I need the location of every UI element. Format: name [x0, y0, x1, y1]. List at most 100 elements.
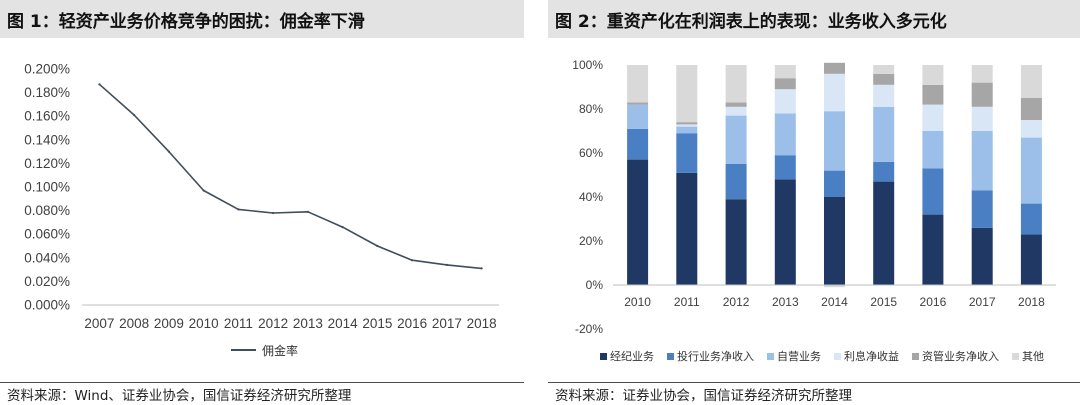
legend-item: 经纪业务 — [600, 348, 654, 364]
bar-segment — [725, 106, 747, 116]
bar-segment — [873, 181, 895, 285]
legend-label: 自营业务 — [777, 350, 821, 363]
bar-segment — [676, 124, 698, 127]
bar-segment — [774, 89, 796, 114]
bar-segment — [971, 190, 993, 228]
legend-label: 其他 — [1022, 350, 1044, 363]
x-tick-label: 2010 — [624, 295, 651, 309]
source-text: 资料来源：证券业协会，国信证券经济研究所整理 — [555, 388, 852, 404]
x-tick-label: 2016 — [920, 295, 947, 309]
data-point — [202, 189, 205, 192]
y-tick-label: 0.040% — [24, 250, 70, 265]
data-point — [341, 226, 344, 229]
commission-rate-line-chart: 0.000% 0.020% 0.040% 0.060% 0.080% 0.100% 0.12… — [24, 62, 499, 331]
y-tick-label: 0.200% — [24, 62, 70, 77]
y-tick-label: 0.060% — [24, 227, 70, 242]
bar-segment — [824, 73, 845, 112]
bar-segment — [971, 106, 993, 131]
bar-segment — [627, 65, 649, 103]
x-tick-label: 2013 — [293, 316, 323, 331]
data-point — [237, 208, 240, 211]
x-tick-label: 2017 — [432, 316, 462, 331]
x-tick-label: 2015 — [362, 316, 392, 331]
y-tick-label: 0.080% — [24, 203, 70, 218]
x-tick-label: 2013 — [772, 295, 799, 309]
bar-segment — [873, 73, 895, 85]
y-tick-label: -20% — [575, 322, 603, 336]
bar-segment — [824, 285, 845, 288]
y-tick-label: 60% — [579, 146, 603, 160]
bar-segment — [873, 65, 895, 74]
figure-source: 资料来源：证券业协会，国信证券经济研究所整理 — [548, 382, 1080, 405]
bar-segment — [922, 104, 944, 131]
legend-line-swatch — [231, 349, 256, 351]
source-text: 资料来源：Wind、证券业协会，国信证券经济研究所整理 — [7, 388, 352, 404]
x-tick-label: 2016 — [397, 316, 427, 331]
bar-segment — [627, 102, 649, 105]
x-tick-label: 2017 — [969, 295, 996, 309]
bar-segment — [824, 111, 845, 171]
bar-segment — [971, 65, 993, 83]
legend-swatch — [767, 352, 774, 360]
y-tick-label: 100% — [572, 58, 603, 72]
y-tick-label: 0.160% — [24, 109, 70, 124]
x-tick-label: 2009 — [154, 316, 184, 331]
x-tick-label: 2012 — [258, 316, 288, 331]
bar-segment — [676, 122, 698, 125]
y-tick-label: 20% — [579, 234, 603, 248]
x-tick-label: 2014 — [328, 316, 359, 331]
legend-swatch — [834, 352, 841, 360]
bar-segment — [774, 155, 796, 180]
x-tick-label: 2012 — [723, 295, 750, 309]
data-point — [272, 211, 275, 215]
x-tick-label: 2010 — [189, 316, 219, 331]
figure-title-bar: 图 1：轻资产业务价格竞争的困扰：佣金率下滑 — [0, 0, 524, 38]
bar-segment — [873, 161, 895, 182]
bar-segment — [676, 172, 698, 285]
x-tick-label: 2011 — [674, 295, 700, 309]
x-tick-label: 2007 — [84, 316, 114, 331]
y-tick-label: 40% — [579, 190, 603, 204]
y-tick-label: 0.180% — [24, 85, 70, 100]
bar-segment — [1020, 120, 1042, 138]
bar-segment — [971, 227, 993, 285]
revenue-mix-stacked-bar-chart: -20% 0% 20% 40% 60% 80% 100% 2010 2011 2012 2013 20… — [572, 58, 1056, 336]
bar-segment — [774, 113, 796, 156]
data-point — [167, 150, 170, 153]
bar-segment — [922, 168, 944, 215]
bar-segment — [627, 104, 649, 129]
x-tick-label: 2014 — [821, 295, 848, 309]
bar-segment — [725, 65, 747, 103]
legend-item: 投行业务净收入 — [667, 348, 754, 364]
x-tick-label: 2008 — [119, 316, 149, 331]
bar-segment — [824, 62, 845, 74]
bar-segment — [725, 102, 747, 107]
figure-title: 图 2：重资产化在利润表上的表现：业务收入多元化 — [555, 11, 947, 32]
bar-segment — [774, 179, 796, 285]
bar-segment — [873, 106, 895, 162]
bar-segment — [922, 65, 944, 85]
y-tick-label: 80% — [579, 102, 603, 116]
bar-segment — [627, 128, 649, 160]
legend-label: 佣金率 — [262, 343, 299, 358]
y-tick-label: 0.140% — [24, 132, 70, 147]
legend-item: 自营业务 — [767, 348, 821, 364]
figure-title: 图 1：轻资产业务价格竞争的困扰：佣金率下滑 — [7, 11, 365, 32]
x-tick-label: 2011 — [224, 316, 253, 331]
bar-segment — [725, 199, 747, 285]
data-point — [376, 244, 379, 248]
y-tick-label: 0% — [586, 278, 604, 292]
bar-segment — [676, 65, 698, 123]
figure-title-bar: 图 2：重资产化在利润表上的表现：业务收入多元化 — [548, 0, 1080, 38]
bar-segment — [1020, 234, 1042, 285]
y-tick-label: 0.120% — [24, 156, 70, 171]
series-line — [98, 83, 483, 270]
x-tick-label: 2018 — [467, 316, 497, 331]
bar-segment — [922, 131, 944, 169]
bar-segment — [774, 78, 796, 90]
x-tick-label: 2015 — [870, 295, 897, 309]
bar-segment — [1020, 65, 1042, 98]
bar-segment — [676, 126, 698, 134]
bar-segment — [774, 65, 796, 79]
figure-source: 资料来源：Wind、证券业协会，国信证券经济研究所整理 — [0, 382, 524, 405]
